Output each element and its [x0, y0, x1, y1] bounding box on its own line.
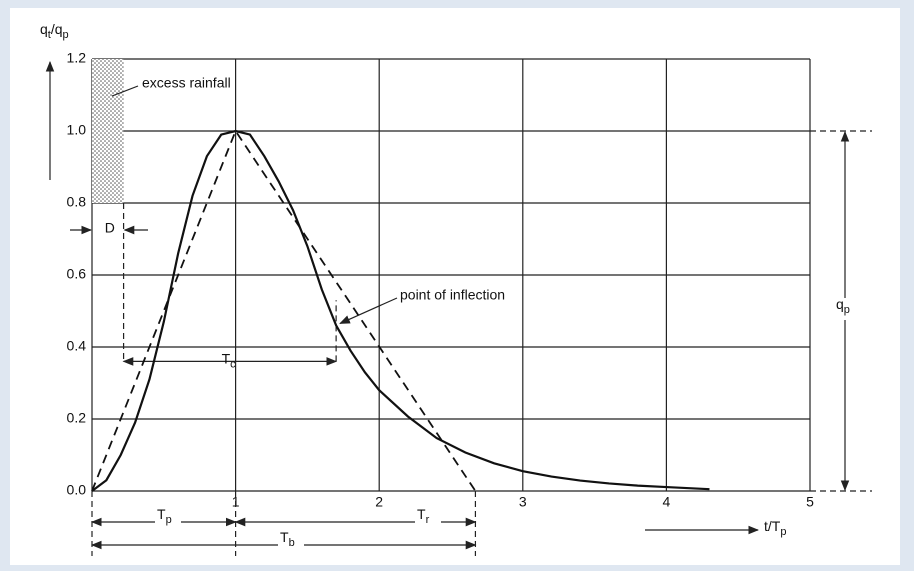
y-tick-label: 0.4	[67, 338, 87, 354]
x-tick-label: 2	[375, 494, 383, 510]
triangular-hydrograph	[91, 129, 477, 492]
tp-label-main: T	[157, 506, 166, 522]
y-tick-label: 1.0	[67, 122, 87, 138]
panel	[10, 8, 900, 565]
tb-label: Tb	[280, 529, 295, 549]
tr-label-main: T	[417, 506, 426, 522]
leader	[111, 85, 139, 97]
x-tick-label: 3	[519, 494, 527, 510]
tc-label-main: T	[222, 350, 231, 366]
y-axis-label-sub: p	[63, 29, 69, 41]
qp-label-main: q	[836, 296, 844, 312]
tb-label-sub: b	[289, 537, 295, 549]
qp-label-sub: p	[844, 304, 850, 316]
x-axis-label: t/Tp	[764, 518, 786, 538]
annotation: D	[105, 220, 115, 236]
y-tick-label: 1.2	[67, 50, 87, 66]
label-bg	[155, 507, 181, 527]
label-bg	[834, 298, 858, 320]
tp-label-sub: p	[166, 514, 172, 526]
tb-label-main: T	[280, 529, 289, 545]
excess-rainfall	[92, 59, 124, 203]
tp-label: Tp	[157, 506, 172, 526]
qp-label: qp	[836, 296, 850, 316]
label-bg	[278, 530, 304, 550]
tc-label: Tc	[222, 350, 237, 370]
x-tick-label: 5	[806, 494, 814, 510]
y-tick-label: 0.2	[67, 410, 87, 426]
y-axis-label-main: q	[40, 21, 48, 37]
x-axis-label-main: t/T	[764, 518, 781, 534]
x-tick-label: 4	[663, 494, 671, 510]
tr-label: Tr	[417, 506, 430, 526]
y-tick-label: 0.8	[67, 194, 87, 210]
tr-label-sub: r	[426, 514, 430, 526]
x-axis-label-sub: p	[780, 526, 786, 538]
curvilinear-hydrograph	[91, 129, 710, 492]
annotation: point of inflection	[400, 287, 505, 303]
y-tick-label: 0.6	[67, 266, 87, 282]
label-bg	[415, 507, 441, 527]
y-axis-label: qt/qp	[40, 21, 69, 41]
y-axis-label-main: /q	[51, 21, 63, 37]
y-tick-label: 0.0	[67, 482, 87, 498]
tc-label-sub: c	[230, 358, 236, 370]
annotation: excess rainfall	[142, 75, 231, 91]
y-axis-label-sub: t	[48, 29, 51, 41]
leader	[339, 297, 398, 324]
